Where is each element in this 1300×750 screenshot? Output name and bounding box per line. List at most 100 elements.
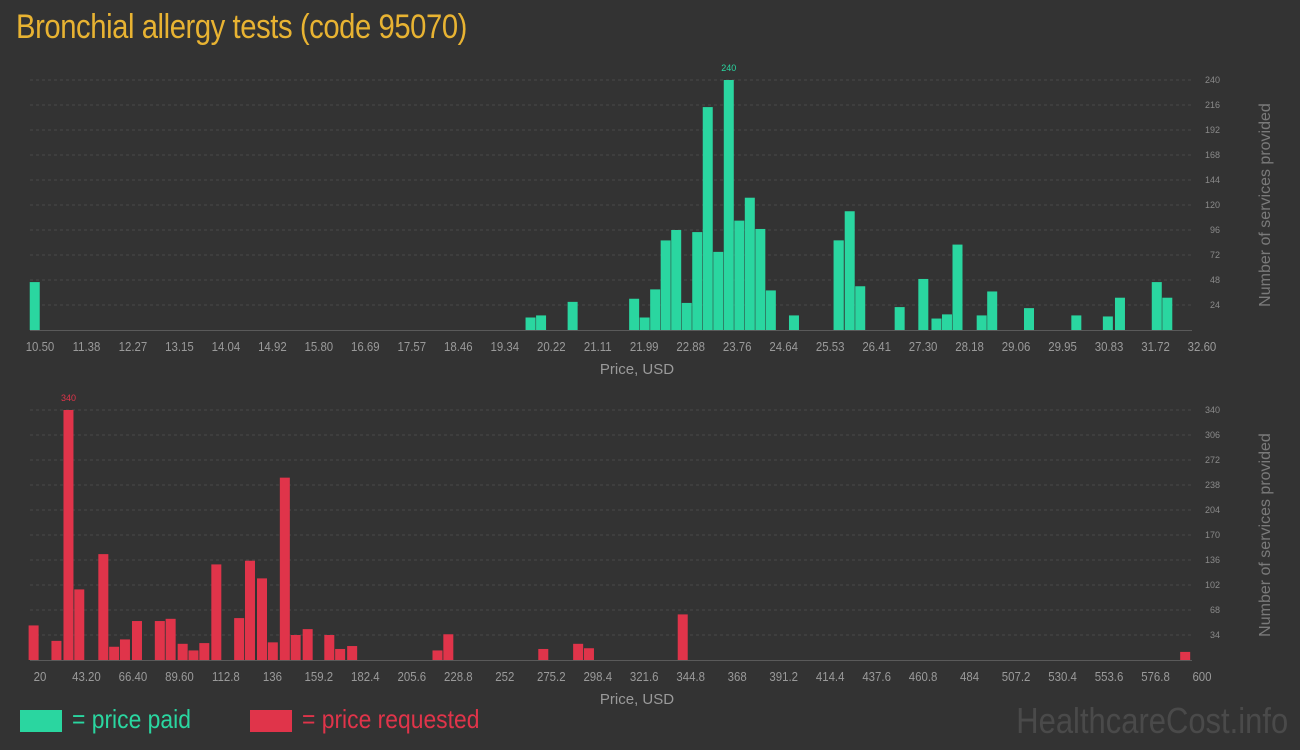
paid-x-tick-label: 15.80 <box>305 339 334 354</box>
requested-bar <box>199 643 210 660</box>
requested-bar <box>244 560 255 660</box>
requested-x-tick-label: 112.8 <box>212 669 240 684</box>
requested-x-axis-title: Price, USD <box>600 691 674 708</box>
paid-y-tick-label: 168 <box>1205 150 1220 160</box>
paid-y-tick-label: 96 <box>1210 225 1220 235</box>
requested-bar <box>74 589 85 660</box>
requested-x-tick-label: 344.8 <box>676 669 705 684</box>
legend-swatch-requested <box>250 710 292 732</box>
paid-bar <box>1024 308 1035 330</box>
requested-bar <box>109 646 120 660</box>
requested-bar <box>279 477 290 660</box>
paid-bar <box>765 290 776 330</box>
paid-bar <box>894 307 905 330</box>
requested-x-tick-label: 368 <box>728 669 747 684</box>
paid-x-tick-label: 30.83 <box>1095 339 1124 354</box>
requested-bar <box>583 648 594 660</box>
requested-x-tick-label: 391.2 <box>769 669 798 684</box>
paid-x-tick-label: 27.30 <box>909 339 938 354</box>
paid-x-tick-label: 24.64 <box>769 339 798 354</box>
paid-bar <box>744 197 755 330</box>
paid-bar <box>723 80 734 330</box>
paid-bar <box>952 244 963 330</box>
paid-x-tick-label: 32.60 <box>1188 339 1217 354</box>
paid-y-tick-label: 120 <box>1205 200 1220 210</box>
requested-x-tick-label: 576.8 <box>1141 669 1170 684</box>
requested-bar <box>119 639 130 660</box>
paid-x-tick-label: 19.34 <box>490 339 519 354</box>
paid-bar <box>833 240 844 330</box>
legend-label-paid: = price paid <box>72 704 191 734</box>
paid-bar <box>788 315 799 330</box>
paid-bar <box>1151 282 1162 330</box>
requested-x-tick-label: 460.8 <box>909 669 938 684</box>
requested-x-tick-label: 205.6 <box>398 669 427 684</box>
requested-y-axis-title: Number of services provided <box>1257 433 1274 637</box>
legend-label-requested: = price requested <box>302 704 480 734</box>
requested-bar <box>290 635 301 660</box>
paid-x-tick-label: 12.27 <box>119 339 148 354</box>
paid-x-tick-label: 16.69 <box>351 339 380 354</box>
paid-bar <box>844 211 855 330</box>
requested-x-tick-label: 484 <box>960 669 979 684</box>
paid-y-tick-label: 216 <box>1205 100 1220 110</box>
requested-x-tick-label: 530.4 <box>1048 669 1077 684</box>
requested-bar <box>177 643 188 660</box>
paid-y-tick-label: 48 <box>1210 275 1220 285</box>
requested-bar <box>63 410 74 660</box>
requested-bar <box>188 650 199 660</box>
paid-x-axis-title: Price, USD <box>600 361 674 378</box>
requested-x-tick-label: 414.4 <box>816 669 845 684</box>
paid-bar <box>29 282 40 330</box>
requested-x-tick-label: 553.6 <box>1095 669 1124 684</box>
paid-x-tick-label: 25.53 <box>816 339 845 354</box>
paid-x-tick-label: 18.46 <box>444 339 473 354</box>
paid-y-axis-title: Number of services provided <box>1257 103 1274 307</box>
requested-x-tick-label: 159.2 <box>305 669 334 684</box>
paid-bar <box>987 291 998 330</box>
requested-y-tick-label: 102 <box>1205 580 1220 590</box>
paid-x-tick-label: 17.57 <box>398 339 427 354</box>
paid-x-tick-label: 29.06 <box>1002 339 1031 354</box>
paid-x-tick-label: 21.11 <box>584 339 612 354</box>
paid-bar <box>855 286 866 330</box>
requested-bar <box>1180 651 1191 660</box>
requested-bar <box>538 648 549 660</box>
paid-y-tick-label: 72 <box>1210 250 1220 260</box>
requested-bar <box>302 629 313 660</box>
requested-y-tick-label: 34 <box>1210 630 1220 640</box>
requested-bar <box>443 634 454 660</box>
requested-x-tick-label: 298.4 <box>583 669 612 684</box>
paid-bar <box>629 298 640 330</box>
paid-x-tick-label: 20.22 <box>537 339 566 354</box>
paid-y-tick-label: 24 <box>1210 300 1220 310</box>
legend-swatch-paid <box>20 710 62 732</box>
paid-x-tick-label: 31.72 <box>1141 339 1170 354</box>
paid-bar <box>660 240 671 330</box>
paid-bar <box>536 315 547 330</box>
requested-x-tick-label: 136 <box>263 669 282 684</box>
paid-max-label: 240 <box>721 63 736 73</box>
requested-bar <box>98 554 109 660</box>
requested-x-tick-label: 437.6 <box>862 669 891 684</box>
paid-x-tick-label: 26.41 <box>862 339 891 354</box>
requested-y-tick-label: 306 <box>1205 430 1220 440</box>
requested-bar <box>165 618 176 660</box>
requested-x-tick-label: 43.20 <box>72 669 101 684</box>
requested-x-tick-label: 507.2 <box>1002 669 1031 684</box>
requested-x-tick-label: 275.2 <box>537 669 566 684</box>
paid-bar <box>941 314 952 330</box>
requested-y-tick-label: 170 <box>1205 530 1220 540</box>
paid-x-tick-label: 10.50 <box>26 339 55 354</box>
paid-bar <box>976 315 987 330</box>
watermark: HealthcareCost.info <box>1016 700 1288 741</box>
requested-max-label: 340 <box>61 393 76 403</box>
paid-x-tick-label: 29.95 <box>1048 339 1077 354</box>
requested-y-tick-label: 340 <box>1205 405 1220 415</box>
paid-bar <box>1071 315 1082 330</box>
paid-bar <box>734 220 745 330</box>
paid-bar <box>650 289 661 330</box>
requested-y-tick-label: 68 <box>1210 605 1220 615</box>
